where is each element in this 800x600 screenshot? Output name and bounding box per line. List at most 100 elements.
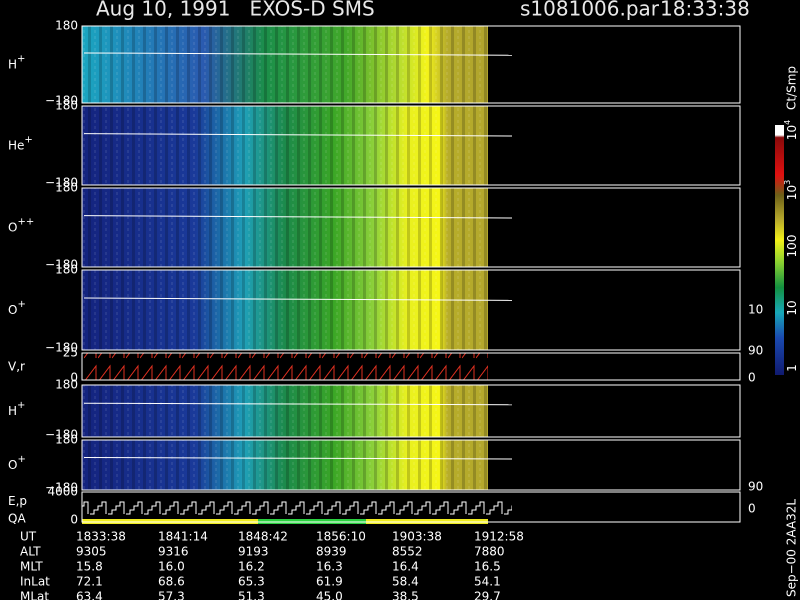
cell: 15.8: [76, 560, 103, 574]
cell: 16.4: [392, 560, 419, 574]
panel-label: V,r: [8, 359, 25, 373]
y-tick-label: 0: [70, 513, 78, 527]
y-tick-label: −180: [45, 94, 78, 108]
panel-frame: [81, 384, 741, 438]
y-tick-label: 180: [55, 433, 78, 447]
trace: [83, 402, 513, 406]
cell: 8939: [316, 545, 347, 559]
y-tick-label: −180: [45, 428, 78, 442]
cell: 51.3: [238, 590, 265, 600]
panel-label: O+: [8, 299, 26, 317]
panel-label-base: H: [8, 57, 17, 71]
velocity-trace: [82, 353, 488, 380]
colorbar-base: 1: [785, 364, 799, 372]
cell: 9305: [76, 545, 107, 559]
cell: 61.9: [316, 575, 343, 589]
spectrogram-texture: [82, 270, 488, 350]
energy-steps: [82, 492, 512, 522]
panel-label-sup: +: [24, 135, 32, 146]
panel-frame: [81, 491, 741, 523]
y-tick-label: 180: [55, 19, 78, 33]
trace: [83, 133, 513, 137]
panel-label-sup: +: [17, 299, 25, 310]
colorbar-label: 100: [785, 235, 799, 258]
panel-label: He+: [8, 135, 33, 153]
colorbar-tick: 100: [785, 235, 799, 258]
panel-frame: [81, 269, 741, 351]
panel-label-base: O: [8, 220, 17, 234]
cell: 72.1: [76, 575, 103, 589]
cell: 1848:42: [238, 530, 288, 544]
cell: 1856:10: [316, 530, 366, 544]
right-tick-label: 90: [748, 344, 763, 358]
cell: 9193: [238, 545, 269, 559]
cell: 58.4: [392, 575, 419, 589]
y-tick-label: 180: [55, 263, 78, 277]
panel-frame: [81, 25, 741, 104]
cell: 16.2: [238, 560, 265, 574]
cell: 16.0: [158, 560, 185, 574]
cell: 38.5: [392, 590, 419, 600]
cell: 9316: [158, 545, 189, 559]
panel-label-base: E,p: [8, 494, 27, 508]
colorbar-tick: 10: [785, 300, 799, 315]
panel-label-sup: +: [17, 400, 25, 411]
cell: 29.7: [474, 590, 501, 600]
cell: 68.6: [158, 575, 185, 589]
cell: 57.3: [158, 590, 185, 600]
panel-label-base: He: [8, 138, 24, 152]
y-tick-label: −180: [45, 481, 78, 495]
footnote-label: Sep−00 2AA32L: [785, 499, 799, 597]
spectrogram-texture: [82, 106, 488, 185]
time: 18:33:38: [660, 0, 750, 21]
cell: 8552: [392, 545, 423, 559]
colorbar-label: 104: [783, 120, 799, 140]
panel-label: E,p: [8, 494, 27, 508]
y-tick-label: 0: [70, 371, 78, 385]
panel-label: O+: [8, 454, 26, 472]
cell: 63.4: [76, 590, 103, 600]
panel-label: H+: [8, 54, 25, 72]
panel-frame: [81, 439, 741, 491]
panel-label-base: O: [8, 458, 17, 472]
colorbar-base: 10: [785, 185, 799, 200]
y-tick-label: 25: [63, 346, 78, 360]
colorbar-tick: 1: [785, 364, 799, 372]
panel-label-sup: +: [17, 454, 25, 465]
y-tick-label: −180: [45, 341, 78, 355]
panel-label: QA: [8, 512, 26, 526]
spectrogram-texture: [82, 26, 488, 103]
panel-frame: [81, 187, 741, 268]
title: Aug 10, 1991 EXOS-D SMS: [96, 0, 375, 21]
right-tick-label: 0: [748, 502, 756, 516]
cell: 16.3: [316, 560, 343, 574]
panel-label: O++: [8, 217, 34, 235]
colorbar-label: 10: [785, 300, 799, 315]
colorbar: [775, 125, 784, 375]
colorbar-tick: 103: [783, 180, 799, 200]
trace: [83, 52, 513, 56]
row-label: ALT: [20, 545, 41, 559]
colorbar-unit: Ct/Smp: [785, 66, 799, 110]
cell: 7880: [474, 545, 505, 559]
cell: 1903:38: [392, 530, 442, 544]
cell: 1833:38: [76, 530, 126, 544]
row-label: UT: [20, 530, 37, 544]
cell: 65.3: [238, 575, 265, 589]
colorbar-base: 100: [785, 235, 799, 258]
y-tick-label: 180: [55, 378, 78, 392]
panel-label: H+: [8, 400, 25, 418]
colorbar-exp: 4: [783, 120, 792, 125]
trace: [83, 297, 513, 301]
trace: [83, 215, 513, 219]
y-tick-label: 180: [55, 99, 78, 113]
colorbar-exp: 3: [783, 180, 792, 185]
row-label: InLat: [20, 575, 50, 589]
row-label: MLat: [20, 590, 49, 600]
cell: 45.0: [316, 590, 343, 600]
right-tick-label: 90: [748, 480, 763, 494]
y-tick-label: 4000: [47, 485, 78, 499]
row-label: MLT: [20, 560, 43, 574]
footnote: Sep−00 2AA32L: [785, 499, 799, 597]
cell: 1912:58: [474, 530, 524, 544]
